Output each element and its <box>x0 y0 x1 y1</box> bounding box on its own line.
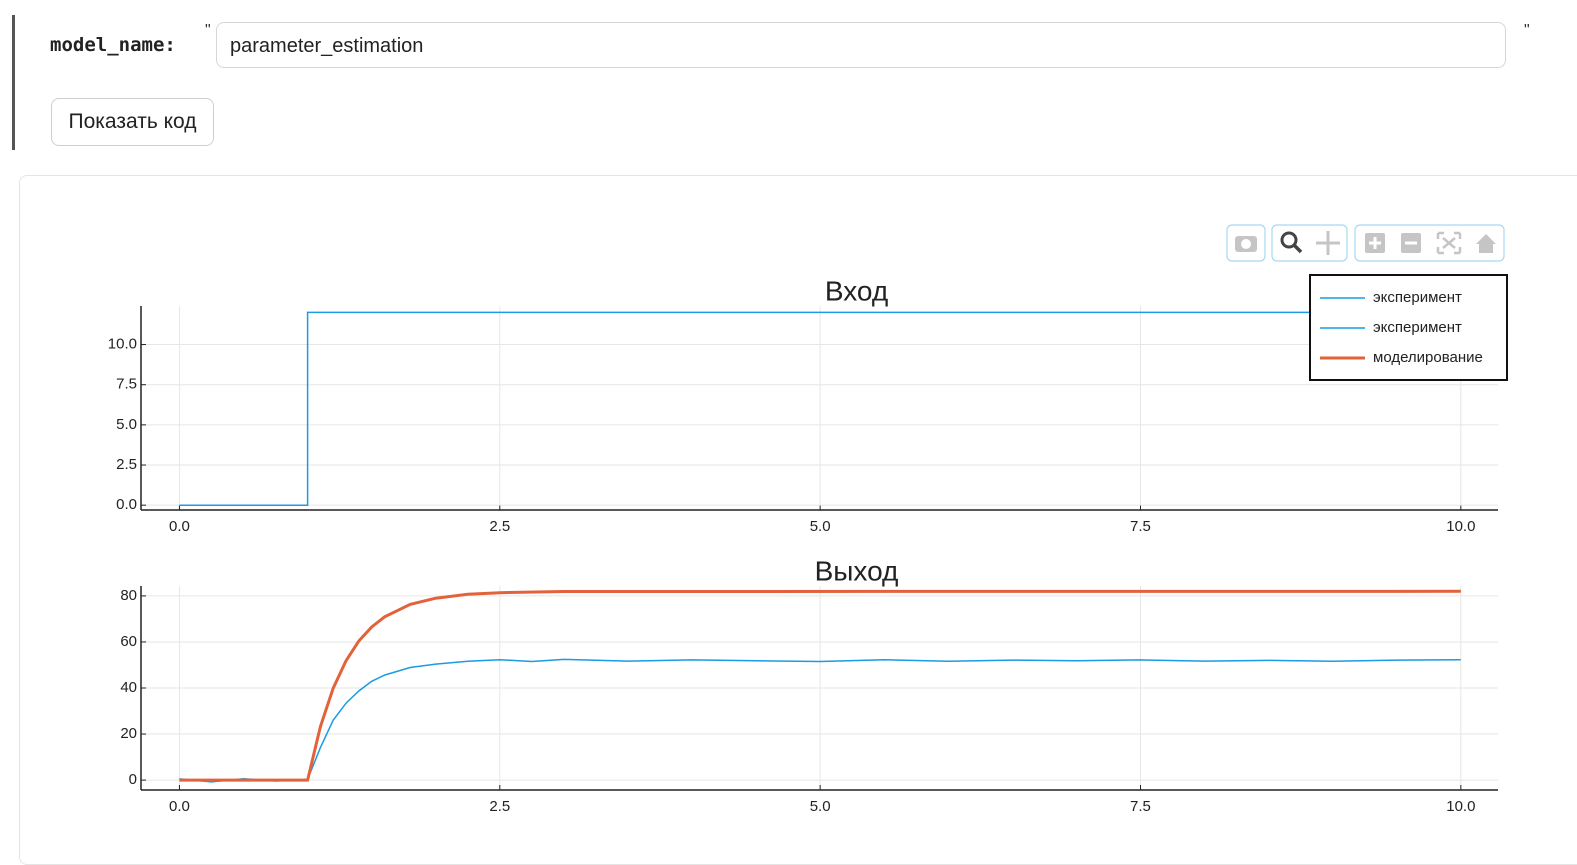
x-tick-label: 0.0 <box>169 798 190 815</box>
y-tick-label: 5.0 <box>116 416 137 433</box>
x-tick-label: 5.0 <box>810 798 831 815</box>
cell-marker <box>12 15 15 150</box>
show-code-button[interactable]: Показать код <box>51 98 214 146</box>
page: {"form": {"label": "model_name:", "quote… <box>12 15 1577 865</box>
series-line <box>179 589 1461 782</box>
y-tick-label: 7.5 <box>116 376 137 393</box>
legend-label: эксперимент <box>1373 319 1462 336</box>
home-icon[interactable] <box>1476 234 1496 253</box>
y-tick-label: 10.0 <box>108 336 137 353</box>
x-tick-label: 0.0 <box>169 518 190 535</box>
y-tick-label: 80 <box>120 587 137 604</box>
quote: " <box>1524 22 1530 39</box>
chart-title: Вход <box>825 275 888 306</box>
y-tick-label: 0 <box>129 771 137 788</box>
toolbar <box>1226 224 1505 262</box>
plus <box>1369 237 1381 249</box>
zoom-icon[interactable] <box>1280 231 1298 249</box>
x-tick-label: 2.5 <box>489 518 510 535</box>
x-tick-label: 7.5 <box>1130 798 1151 815</box>
y-tick-label: 0.0 <box>116 496 137 513</box>
autoscale-icon[interactable] <box>1436 231 1462 255</box>
x-tick-label: 5.0 <box>810 518 831 535</box>
view-group <box>1354 224 1505 262</box>
series-line <box>179 311 1461 506</box>
chart: 0.0 2.5 5.0 7.5 10.0 0.0 2.5 5.0 7.5 10.0 Вход 0.0 2… <box>108 224 1508 815</box>
chart-title: Выход <box>815 555 899 586</box>
pan-icon[interactable] <box>1316 231 1340 255</box>
x-tick-label: 10.0 <box>1446 518 1475 535</box>
y-tick-label: 40 <box>120 679 137 696</box>
zoom-icon-handle <box>1292 243 1303 254</box>
y-tick-label: 20 <box>120 725 137 742</box>
legend-label: моделирование <box>1373 349 1483 366</box>
y-tick-label: 2.5 <box>116 456 137 473</box>
field-label: model_name: <box>50 34 176 56</box>
text-input[interactable]: parameter_estimation <box>216 22 1506 68</box>
legend-label: эксперимент <box>1373 289 1462 306</box>
x-tick-label: 7.5 <box>1130 518 1151 535</box>
quote: " <box>205 22 211 39</box>
x-tick-label: 10.0 <box>1446 798 1475 815</box>
x-tick-label: 2.5 <box>489 798 510 815</box>
series-line <box>179 658 1461 783</box>
y-tick-label: 60 <box>120 633 137 650</box>
camera-lens <box>1241 239 1251 249</box>
